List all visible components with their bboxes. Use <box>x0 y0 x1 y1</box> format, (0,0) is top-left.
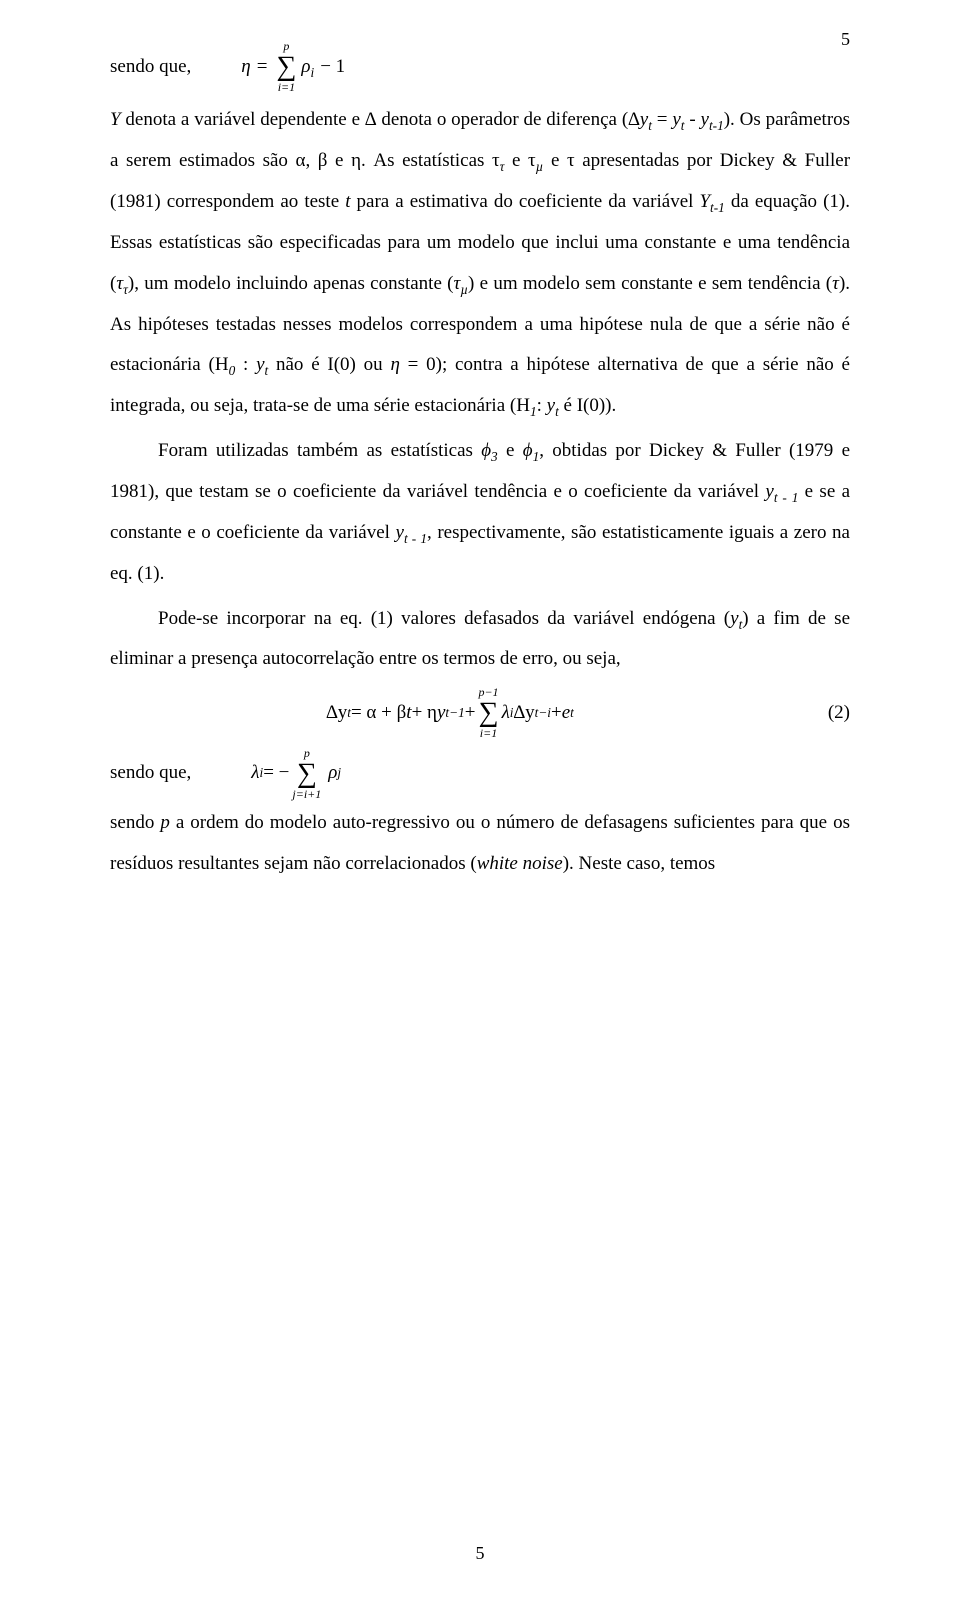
paragraph-4: sendo p a ordem do modelo auto-regressiv… <box>110 803 850 885</box>
p13st: t - 1 <box>774 490 799 505</box>
p5Y: Y <box>699 191 710 212</box>
var-Y: Y <box>110 109 121 130</box>
p10b: : <box>537 395 547 416</box>
eq2-plus: + <box>465 693 476 734</box>
p18p: p <box>160 812 170 833</box>
p10c: é I(0)). <box>559 395 617 416</box>
p18b: a ordem do modelo auto-regressivo ou o n… <box>170 812 794 833</box>
page-number-bottom: 5 <box>0 1534 960 1573</box>
p17-sigma: p ∑ j=i+1 <box>292 747 321 801</box>
p15yt: y <box>730 608 738 629</box>
p10a: de uma série estacionária (H <box>314 395 530 416</box>
p5sub: t-1 <box>710 200 725 215</box>
p10yt: y <box>547 395 555 416</box>
equation-2: ∆yt = α + βt + ηyt−1 + p−1 ∑ i=1 λi ∆yt−… <box>110 686 850 740</box>
lead-text: sendo que, <box>110 47 191 88</box>
p1-b: denota a variável dependente e ∆ denota … <box>121 109 640 130</box>
eq2-pluse: + <box>551 693 562 734</box>
paragraph-1: Y denota a variável dependente e ∆ denot… <box>110 100 850 427</box>
p10s1: 1 <box>530 404 537 419</box>
p17-sj: j <box>337 759 341 788</box>
p11b: e <box>498 440 523 461</box>
p11phi2: ϕ <box>523 440 533 461</box>
p17-eq: = − <box>263 753 289 794</box>
p8b: : <box>235 354 256 375</box>
p7a: um modelo sem constante e sem tendência … <box>493 273 832 294</box>
white-noise: white noise <box>477 853 563 874</box>
p13c: , respectivamente, são <box>427 522 596 543</box>
p1-yt3: y <box>701 109 709 130</box>
paragraph-3: Pode-se incorporar na eq. (1) valores de… <box>110 599 850 681</box>
p1-minus: - <box>684 109 700 130</box>
eq2-sigma: p−1 ∑ i=1 <box>478 686 498 740</box>
eta-symbol: η <box>241 47 250 88</box>
p15a: Pode-se incorporar na eq. (1) valores de… <box>158 608 730 629</box>
eq2-dy: ∆y <box>326 693 347 734</box>
p13a: variável <box>698 481 766 502</box>
p3c: e τ apresentadas por <box>543 150 712 171</box>
p17-lead: sendo que, <box>110 753 191 794</box>
p1-subt3: t-1 <box>709 118 724 133</box>
p17-sumbot: j=i+1 <box>292 788 321 801</box>
eq2-e: e <box>562 693 570 734</box>
p1-yt: y <box>640 109 648 130</box>
p9eta: η <box>390 354 399 375</box>
sigma-icon: ∑ <box>297 760 317 788</box>
p1-eq: = <box>652 109 672 130</box>
paragraph-2: Foram utilizadas também as estatísticas … <box>110 431 850 594</box>
p6c: ) e <box>468 273 488 294</box>
p15b: ) a fim <box>742 608 800 629</box>
sigma-icon: ∑ <box>276 53 296 81</box>
eq2-eta: + η <box>412 693 437 734</box>
sigma-icon: ∑ <box>479 699 499 727</box>
p1-yt2: y <box>672 109 680 130</box>
eq2-dy2: ∆y <box>514 693 535 734</box>
p19b: ). Neste caso, temos <box>563 853 715 874</box>
p11c: , obtidas por Dickey & Fuller <box>539 440 780 461</box>
p1-close: ). Os <box>724 109 761 130</box>
p6s2: µ <box>460 282 468 297</box>
eq-eta-definition: sendo que, η = p ∑ i=1 ρi − 1 <box>110 40 850 94</box>
p4b: para a estimativa do coeficiente da <box>350 191 626 212</box>
eq2-se: t <box>570 699 574 728</box>
rho: ρ <box>301 56 310 77</box>
p11s3: 3 <box>491 449 498 464</box>
p11phi: ϕ <box>481 440 491 461</box>
p18a: sendo <box>110 812 160 833</box>
p8yt: y <box>256 354 264 375</box>
sum-lower: i=1 <box>278 81 295 94</box>
equals: = <box>257 47 268 88</box>
eq2-eq: = α + β <box>351 693 406 734</box>
p17-lam: λ <box>251 753 259 794</box>
minus-one: − 1 <box>320 47 345 88</box>
p7tau: τ <box>832 273 839 294</box>
p11a: Foram utilizadas também as estatísticas <box>158 440 481 461</box>
p3b: e τ <box>504 150 535 171</box>
rho-sub: i <box>311 65 315 80</box>
eq2-y2: y <box>437 693 445 734</box>
eq2-number: (2) <box>790 693 850 734</box>
eq2-sumbot: i=1 <box>480 727 497 740</box>
p9a: ou <box>364 354 391 375</box>
p13yt2: y <box>396 522 404 543</box>
p3a: As estatísticas τ <box>373 150 499 171</box>
eq2-sti: t−i <box>535 699 551 728</box>
p8c: não é I(0) <box>268 354 356 375</box>
p6b: ), um modelo incluindo apenas constante … <box>128 273 454 294</box>
p13st2: t - 1 <box>404 531 427 546</box>
p5a: variável <box>632 191 699 212</box>
eq2-st2: t−1 <box>445 699 464 728</box>
eq-lambda-def: sendo que, λi = − p ∑ j=i+1 ρj <box>110 747 850 801</box>
eq2-lam: λ <box>502 693 510 734</box>
eta-sum: η = p ∑ i=1 ρi − 1 <box>241 40 345 94</box>
page-number-top: 5 <box>841 20 850 59</box>
p13yt: y <box>765 481 773 502</box>
sigma-sum: p ∑ i=1 <box>276 40 296 94</box>
